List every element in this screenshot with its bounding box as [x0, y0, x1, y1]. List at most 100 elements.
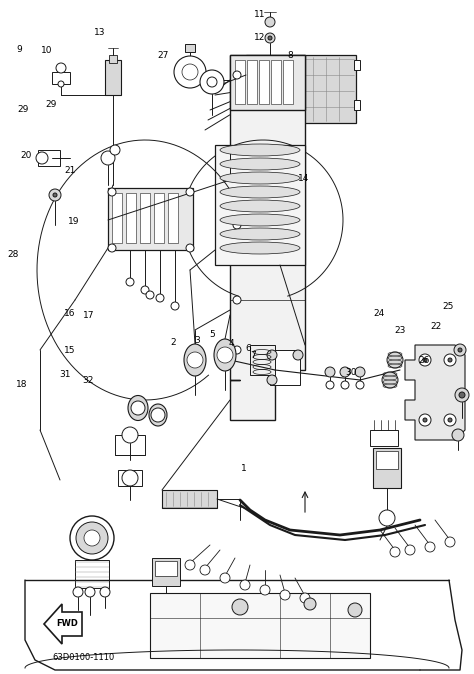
Circle shape [459, 392, 465, 398]
Bar [154, 193, 164, 243]
Circle shape [207, 77, 217, 87]
Text: 20: 20 [20, 150, 32, 160]
Circle shape [108, 244, 116, 252]
Bar [230, 55, 305, 110]
Bar [115, 435, 145, 455]
Polygon shape [44, 604, 82, 644]
Circle shape [423, 358, 427, 362]
Circle shape [267, 350, 277, 360]
Bar [150, 593, 370, 658]
Circle shape [108, 188, 116, 196]
Circle shape [174, 56, 206, 88]
Text: 3: 3 [194, 336, 200, 345]
Bar [370, 430, 398, 446]
Circle shape [220, 573, 230, 583]
Circle shape [73, 587, 83, 597]
Bar [247, 60, 257, 104]
Circle shape [458, 348, 462, 352]
Circle shape [185, 560, 195, 570]
Circle shape [265, 17, 275, 27]
Circle shape [390, 547, 400, 557]
Text: 26: 26 [419, 356, 430, 365]
Circle shape [265, 33, 275, 43]
Text: 30: 30 [345, 367, 356, 377]
Text: 14: 14 [298, 174, 309, 183]
Circle shape [260, 585, 270, 595]
Circle shape [101, 151, 115, 165]
Circle shape [419, 414, 431, 426]
Circle shape [122, 427, 138, 443]
Polygon shape [230, 55, 305, 420]
Circle shape [233, 71, 241, 79]
Circle shape [448, 358, 452, 362]
Circle shape [300, 593, 310, 603]
Circle shape [379, 510, 395, 526]
Circle shape [405, 545, 415, 555]
Text: 25: 25 [442, 302, 454, 311]
Circle shape [53, 193, 57, 197]
Text: 4: 4 [228, 339, 234, 348]
Text: 15: 15 [64, 346, 76, 355]
Bar [52, 72, 70, 84]
Bar [38, 150, 60, 166]
Text: 16: 16 [64, 309, 76, 318]
Bar [373, 448, 401, 488]
Ellipse shape [214, 339, 236, 371]
Text: 24: 24 [374, 309, 385, 318]
Bar [250, 345, 275, 375]
Circle shape [156, 294, 164, 302]
Bar [242, 100, 248, 110]
Text: 12: 12 [254, 32, 265, 42]
Ellipse shape [220, 200, 300, 212]
Text: 29: 29 [46, 100, 57, 109]
Text: 31: 31 [60, 369, 71, 379]
Circle shape [340, 367, 350, 377]
Circle shape [240, 580, 250, 590]
Text: FWD: FWD [56, 619, 78, 628]
Text: 18: 18 [16, 379, 27, 389]
Text: 11: 11 [254, 10, 265, 20]
Circle shape [171, 302, 179, 310]
Bar [271, 60, 281, 104]
Bar [152, 558, 180, 586]
Bar [112, 193, 122, 243]
Ellipse shape [220, 228, 300, 240]
Bar [283, 60, 293, 104]
Bar [108, 188, 193, 250]
Circle shape [217, 347, 233, 363]
Circle shape [126, 278, 134, 286]
Text: 1: 1 [241, 464, 247, 473]
Circle shape [356, 381, 364, 389]
Circle shape [268, 36, 272, 40]
Text: 13: 13 [94, 28, 105, 37]
Circle shape [267, 375, 277, 385]
Bar [105, 60, 121, 95]
Text: 21: 21 [64, 166, 76, 175]
Circle shape [455, 388, 469, 402]
Ellipse shape [128, 396, 148, 421]
Bar [242, 60, 248, 70]
Circle shape [445, 537, 455, 547]
Circle shape [100, 587, 110, 597]
Circle shape [49, 189, 61, 201]
Circle shape [454, 344, 466, 356]
Circle shape [325, 367, 335, 377]
Text: 27: 27 [158, 51, 169, 60]
Circle shape [70, 516, 114, 560]
Text: 5: 5 [210, 330, 215, 340]
Circle shape [131, 401, 145, 415]
Bar [75, 560, 109, 588]
Circle shape [444, 354, 456, 366]
Text: 17: 17 [83, 311, 95, 320]
Circle shape [448, 418, 452, 422]
Ellipse shape [184, 344, 206, 376]
Text: 7: 7 [250, 350, 256, 360]
Text: 29: 29 [17, 104, 28, 114]
Bar [376, 451, 398, 469]
Bar [185, 44, 195, 52]
Circle shape [85, 587, 95, 597]
Circle shape [382, 372, 398, 388]
Bar [162, 490, 217, 508]
Ellipse shape [220, 214, 300, 226]
Ellipse shape [220, 242, 300, 254]
